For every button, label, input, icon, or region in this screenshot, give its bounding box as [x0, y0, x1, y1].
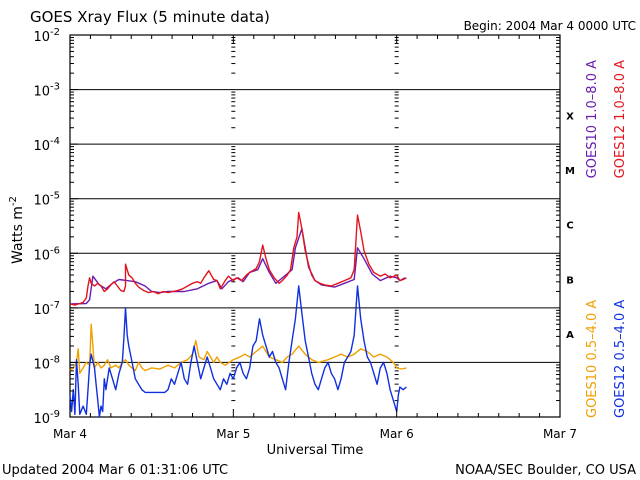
- y-tick-label-exponent: -9: [50, 409, 60, 420]
- series-lines: [69, 211, 407, 418]
- y-tick-label-exponent: -8: [50, 354, 60, 365]
- x-tick-label: Mar 6: [380, 427, 414, 441]
- y-axis-label-base: Watts m: [10, 206, 26, 264]
- x-axis-ticks: Mar 4 Mar 5 Mar 6 Mar 7: [53, 35, 577, 441]
- begin-time: Begin: 2004 Mar 4 0000 UTC: [464, 19, 636, 33]
- y-tick-label-base: 10: [33, 303, 50, 318]
- x-tick-label: Mar 5: [216, 427, 250, 441]
- y-tick-label-base: 10: [33, 248, 50, 263]
- legend-entry: GOES12 1.0–8.0 A: [613, 60, 628, 178]
- y-tick-label: 10-3: [33, 82, 60, 100]
- y-tick-label-exponent: -5: [50, 191, 60, 202]
- plot-frame: [69, 34, 561, 418]
- flare-class-label: X: [566, 112, 574, 123]
- legend: GOES10 1.0–8.0 A GOES12 1.0–8.0 A GOES10 0…: [585, 60, 628, 418]
- y-tick-label-base: 10: [33, 357, 50, 372]
- flare-class-label: M: [565, 166, 575, 177]
- y-axis-label: Watts m-2: [8, 196, 26, 264]
- y-axis-ticks: 10-910-810-710-610-510-410-310-2: [33, 27, 560, 427]
- credit: NOAA/SEC Boulder, CO USA: [455, 463, 636, 478]
- y-tick-label: 10-4: [33, 136, 60, 154]
- y-tick-label-exponent: -3: [50, 82, 60, 93]
- y-tick-label-exponent: -6: [50, 245, 60, 256]
- chart-title: GOES Xray Flux (5 minute data): [30, 8, 270, 26]
- y-tick-label: 10-2: [33, 27, 60, 45]
- series-line: [69, 211, 407, 306]
- y-tick-label-base: 10: [33, 139, 50, 154]
- series-line: [69, 285, 407, 418]
- legend-entry: GOES12 0.5–4.0 A: [613, 300, 628, 418]
- legend-entry: GOES10 0.5–4.0 A: [585, 300, 600, 418]
- y-tick-label: 10-9: [33, 409, 60, 427]
- y-tick-label-exponent: -4: [50, 136, 60, 147]
- flare-class-label: A: [566, 330, 574, 341]
- flare-class-labels: X M C B A: [565, 112, 575, 341]
- y-tick-label-base: 10: [33, 30, 50, 45]
- x-tick-label: Mar 7: [543, 427, 577, 441]
- y-tick-label: 10-5: [33, 191, 60, 209]
- y-tick-label-exponent: -2: [50, 27, 60, 38]
- y-axis-label-exponent: -2: [8, 196, 19, 206]
- flare-class-label: B: [566, 275, 574, 286]
- series-line: [69, 323, 407, 374]
- y-tick-label: 10-6: [33, 245, 60, 263]
- x-axis-label: Universal Time: [267, 443, 364, 458]
- flare-class-label: C: [566, 221, 573, 232]
- grid-lines: [70, 89, 560, 363]
- x-tick-label: Mar 4: [53, 427, 87, 441]
- y-tick-label-base: 10: [33, 194, 50, 209]
- updated-timestamp: Updated 2004 Mar 6 01:31:06 UTC: [2, 463, 228, 478]
- y-tick-label: 10-8: [33, 354, 60, 372]
- legend-entry: GOES10 1.0–8.0 A: [585, 60, 600, 178]
- y-tick-label: 10-7: [33, 300, 60, 318]
- y-tick-label-exponent: -7: [50, 300, 60, 311]
- y-tick-label-base: 10: [33, 85, 50, 100]
- day-separators: [231, 36, 399, 402]
- y-tick-label-base: 10: [33, 412, 50, 427]
